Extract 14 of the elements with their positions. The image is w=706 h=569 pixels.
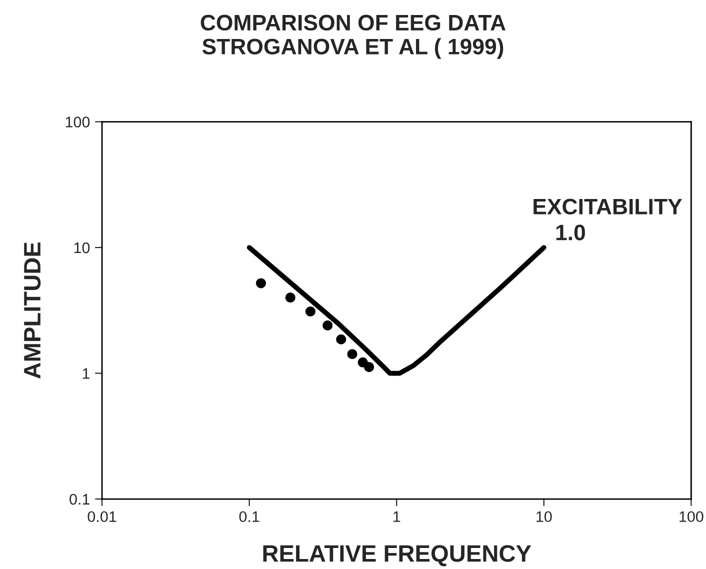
chart-title: COMPARISON OF EEG DATA STROGANOVA ET AL ( 1999)	[200, 14, 506, 59]
x-tick-label: 100	[680, 511, 704, 522]
x-axis-title: RELATIVE FREQUENCY	[263, 545, 532, 566]
x-tick-label: 0.1	[239, 511, 260, 522]
y-tick-label: 100	[66, 116, 90, 128]
y-tick-label: 1	[82, 368, 90, 379]
y-axis-title: AMPLITUDE	[24, 242, 41, 379]
annotation: EXCITABILITY	[534, 198, 682, 214]
x-tick-label: 1	[394, 511, 400, 522]
annotation: 1.0	[556, 224, 585, 240]
y-tick-label: 10	[74, 242, 90, 254]
y-tick-label: 0.1	[70, 494, 90, 505]
x-tick-label: 0.01	[88, 511, 116, 522]
x-tick-label: 10	[536, 511, 552, 522]
